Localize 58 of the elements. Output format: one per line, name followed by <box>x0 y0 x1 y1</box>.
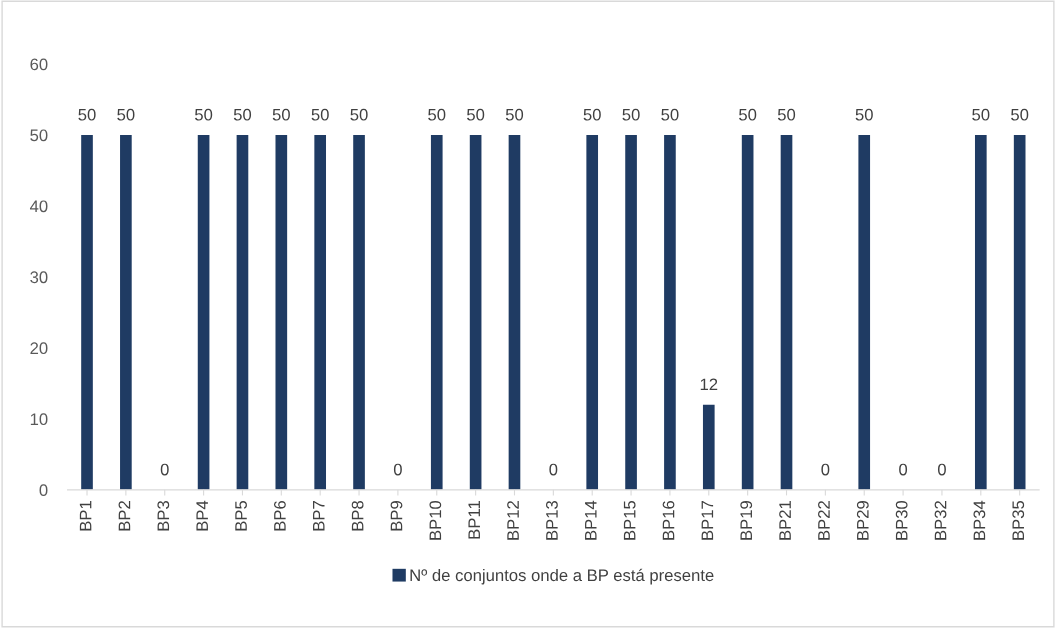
data-label: 50 <box>855 108 873 121</box>
data-label: 50 <box>195 108 213 121</box>
data-label: 50 <box>1011 108 1029 121</box>
y-tick-label: 40 <box>29 200 48 213</box>
x-tick-label: BP16 <box>662 500 675 540</box>
data-label: 50 <box>505 108 524 121</box>
x-tick-label: BP13 <box>546 500 558 540</box>
x-tick-label: BP6 <box>273 500 286 531</box>
data-label: 50 <box>350 108 368 121</box>
data-label: 50 <box>233 108 252 121</box>
x-tick-label: BP5 <box>235 500 247 531</box>
x-tick-label: BP30 <box>895 500 908 540</box>
data-label: 0 <box>160 463 169 476</box>
legend-label: Nº de conjuntos onde a BP está presente <box>410 568 714 585</box>
x-tick-label: BP8 <box>351 500 364 531</box>
data-label: 50 <box>311 108 329 121</box>
x-tick-label: BP11 <box>468 501 480 539</box>
x-tick-label: BP7 <box>313 501 325 531</box>
data-label: 50 <box>272 108 290 121</box>
x-tick-label: BP34 <box>973 500 986 540</box>
data-label: 0 <box>821 463 830 476</box>
data-label: 0 <box>937 463 946 476</box>
x-tick-label: BP12 <box>507 501 519 540</box>
x-tick-label: BP14 <box>585 500 597 540</box>
y-tick-label: 50 <box>30 129 48 142</box>
y-tick-label: 20 <box>30 342 48 355</box>
data-label: 50 <box>78 108 96 121</box>
x-tick-label: BP32 <box>934 501 947 540</box>
x-tick-label: BP15 <box>623 500 636 540</box>
data-label: 0 <box>393 463 402 476</box>
x-tick-label: BP10 <box>429 500 442 540</box>
data-label: 50 <box>622 108 640 121</box>
x-tick-label: BP17 <box>701 501 714 540</box>
x-tick-label: BP29 <box>856 501 869 540</box>
x-tick-label: BP3 <box>157 500 170 531</box>
x-tick-label: BP21 <box>779 501 791 540</box>
x-tick-label: BP1 <box>79 501 92 531</box>
data-label: 50 <box>117 108 135 121</box>
x-tick-label: BP19 <box>740 501 753 540</box>
data-label: 50 <box>972 108 990 121</box>
x-tick-label: BP4 <box>196 500 208 531</box>
y-tick-label: 0 <box>39 484 48 497</box>
x-tick-label: BP9 <box>390 501 403 531</box>
data-label: 12 <box>700 378 718 391</box>
data-label: 50 <box>583 108 601 121</box>
data-label: 50 <box>467 108 485 121</box>
data-label: 50 <box>777 108 796 121</box>
data-label: 0 <box>899 463 908 476</box>
data-label: 0 <box>549 463 558 476</box>
y-tick-label: 60 <box>30 58 48 71</box>
data-label: 50 <box>428 108 446 121</box>
data-label: 50 <box>739 108 757 121</box>
x-tick-label: BP35 <box>1012 500 1025 540</box>
data-label: 50 <box>661 108 679 121</box>
y-tick-label: 10 <box>30 413 48 426</box>
y-tick-label: 30 <box>30 271 48 284</box>
x-tick-label: BP22 <box>818 501 830 540</box>
x-tick-label: BP2 <box>118 501 131 531</box>
